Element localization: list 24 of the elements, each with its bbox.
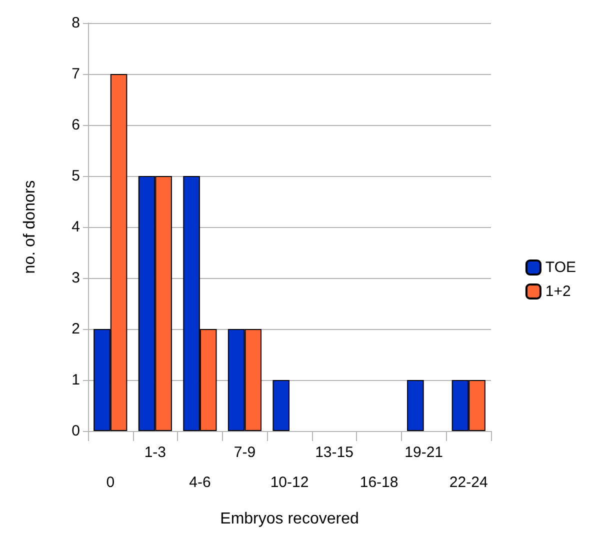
y-tick-label: 8 xyxy=(72,14,80,32)
y-tick-label: 6 xyxy=(72,116,80,134)
y-tick-label: 7 xyxy=(72,66,80,82)
legend-label: TOE xyxy=(545,259,576,276)
x-tick-label: 7-9 xyxy=(234,444,256,461)
y-axis-title: no. of donors xyxy=(22,180,38,274)
x-tick-label: 22-24 xyxy=(449,474,488,491)
x-tick-label: 13-15 xyxy=(315,444,354,461)
x-tick-label: 0 xyxy=(106,474,115,491)
x-tick-label: 1-3 xyxy=(144,444,166,461)
bar xyxy=(407,380,424,431)
x-axis-title: Embryos recovered xyxy=(220,510,359,528)
y-tick-label: 2 xyxy=(72,320,80,338)
x-tick-label: 19-21 xyxy=(404,444,444,461)
y-tick-label: 1 xyxy=(72,372,80,388)
y-tick-label: 4 xyxy=(72,218,80,236)
legend-label: 1+2 xyxy=(545,283,571,300)
y-tick-label: 5 xyxy=(72,168,80,184)
y-tick-label: 3 xyxy=(72,270,80,286)
x-tick-label: 10-12 xyxy=(270,474,309,491)
x-tick-label: 4-6 xyxy=(189,474,211,491)
y-tick-label: 0 xyxy=(72,422,80,440)
bar xyxy=(272,380,290,431)
x-tick-label: 16-18 xyxy=(360,474,398,491)
